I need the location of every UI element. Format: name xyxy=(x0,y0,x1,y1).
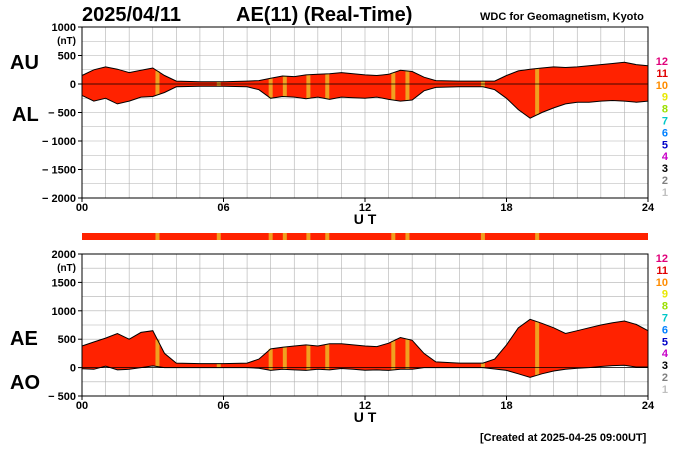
legend-level: 12 xyxy=(656,56,668,68)
legend-level: 7 xyxy=(662,116,668,128)
legend-level: 2 xyxy=(662,175,668,187)
x-axis-label: U T xyxy=(354,409,377,425)
source-label: WDC for Geomagnetism, Kyoto xyxy=(480,11,644,23)
activity-stripe xyxy=(268,348,273,371)
activity-bar-stripe xyxy=(405,233,410,240)
activity-stripe xyxy=(391,72,396,101)
series-line-au xyxy=(81,61,649,83)
activity-stripe xyxy=(306,345,311,371)
legend-level: 7 xyxy=(662,313,668,325)
envelope-fill xyxy=(82,62,648,119)
created-timestamp: [Created at 2025-04-25 09:00UT] xyxy=(480,432,647,444)
y-tick-label: − 2000 xyxy=(42,193,76,205)
x-tick-label: 18 xyxy=(500,400,512,412)
activity-bar-stripe xyxy=(535,233,540,240)
x-tick-label: 12 xyxy=(359,400,371,412)
legend-level: 6 xyxy=(662,127,668,139)
activity-stripe xyxy=(535,321,540,376)
x-tick-label: 06 xyxy=(217,202,229,214)
legend-level: 5 xyxy=(662,336,668,348)
activity-stripe xyxy=(391,340,396,370)
au-label: AU xyxy=(10,52,39,74)
au-al-panel: 1000 500 0 − 500 − 1000 − 1500 − 2000 (nT) 00 06 1… xyxy=(42,22,655,227)
series-line-al xyxy=(81,85,649,119)
legend-level: 1 xyxy=(662,384,668,396)
x-tick-label: 18 xyxy=(500,202,512,214)
activity-stripe xyxy=(268,78,273,99)
activity-bar-stripe xyxy=(155,233,160,240)
activity-bar-stripe xyxy=(306,233,311,240)
x-tick-label: 24 xyxy=(642,400,655,412)
activity-stripe xyxy=(155,71,160,95)
activity-stripe xyxy=(405,339,410,370)
legend-level: 5 xyxy=(662,139,668,151)
y-tick-label: − 500 xyxy=(48,108,76,120)
y-tick-label: − 1000 xyxy=(42,136,76,148)
y-tick-label: − 500 xyxy=(48,391,76,403)
activity-stripe xyxy=(216,363,221,368)
activity-stripe xyxy=(480,363,485,368)
legend-level: 12 xyxy=(656,253,668,265)
legend-level: 10 xyxy=(656,80,668,92)
y-tick-label: 0 xyxy=(70,363,76,375)
activity-stripe xyxy=(325,344,330,370)
y-tick-label: 1000 xyxy=(52,22,76,34)
activity-stripe xyxy=(155,339,160,367)
activity-stripe xyxy=(405,71,410,101)
legend-level: 4 xyxy=(662,348,669,360)
legend-level: 11 xyxy=(656,68,668,80)
activity-bar-stripe xyxy=(480,233,485,240)
unit-label: (nT) xyxy=(57,263,76,274)
activity-bar-stripe xyxy=(325,233,330,240)
ae-label: AE xyxy=(10,328,38,350)
y-tick-label: 2000 xyxy=(52,249,76,261)
legend-level: 1 xyxy=(662,187,668,199)
activity-stripe xyxy=(306,74,311,99)
date-title: 2025/04/11 xyxy=(82,4,181,26)
ae-ao-panel: 2000 1500 1000 500 0 − 500 (nT) 00 06 12 18 24 U T xyxy=(48,249,655,425)
activity-stripe xyxy=(282,346,287,370)
activity-bar-stripe xyxy=(216,233,221,240)
x-axis-label: U T xyxy=(354,211,377,227)
series-line-ae xyxy=(81,318,649,365)
y-tick-label: 1500 xyxy=(52,277,76,289)
x-tick-label: 06 xyxy=(217,400,229,412)
y-tick-label: 0 xyxy=(70,79,76,91)
activity-bar-stripe xyxy=(391,233,396,240)
activity-stripe xyxy=(535,68,540,115)
x-tick-label: 12 xyxy=(359,202,371,214)
legend-level: 8 xyxy=(662,301,668,313)
activity-bar-stripe xyxy=(282,233,287,240)
al-label: AL xyxy=(12,104,39,126)
x-tick-label: 24 xyxy=(642,202,655,214)
ao-label: AO xyxy=(10,372,40,394)
envelope-fill xyxy=(82,319,648,378)
y-tick-label: 500 xyxy=(58,51,76,63)
x-tick-label: 00 xyxy=(76,202,88,214)
legend-level: 3 xyxy=(662,163,668,175)
legend-level: 3 xyxy=(662,360,668,372)
legend-level: 6 xyxy=(662,324,668,336)
chart-title: AE(11) (Real-Time) xyxy=(236,4,413,26)
activity-bar xyxy=(82,233,648,240)
legend-level: 4 xyxy=(662,151,669,163)
x-tick-label: 00 xyxy=(76,400,88,412)
y-tick-label: 1000 xyxy=(52,306,76,318)
activity-bar-stripe xyxy=(268,233,273,240)
activity-stripe xyxy=(282,76,287,97)
legend-level: 8 xyxy=(662,104,668,116)
legend-level: 9 xyxy=(662,92,668,104)
activity-stripe xyxy=(325,73,330,99)
legend-level: 2 xyxy=(662,372,668,384)
legend-level: 10 xyxy=(656,277,668,289)
y-tick-label: − 1500 xyxy=(42,165,76,177)
activity-color-bar xyxy=(82,233,648,240)
legend-level: 9 xyxy=(662,289,668,301)
y-tick-label: 500 xyxy=(58,334,76,346)
unit-label: (nT) xyxy=(57,36,76,47)
legend-level: 11 xyxy=(656,265,668,277)
